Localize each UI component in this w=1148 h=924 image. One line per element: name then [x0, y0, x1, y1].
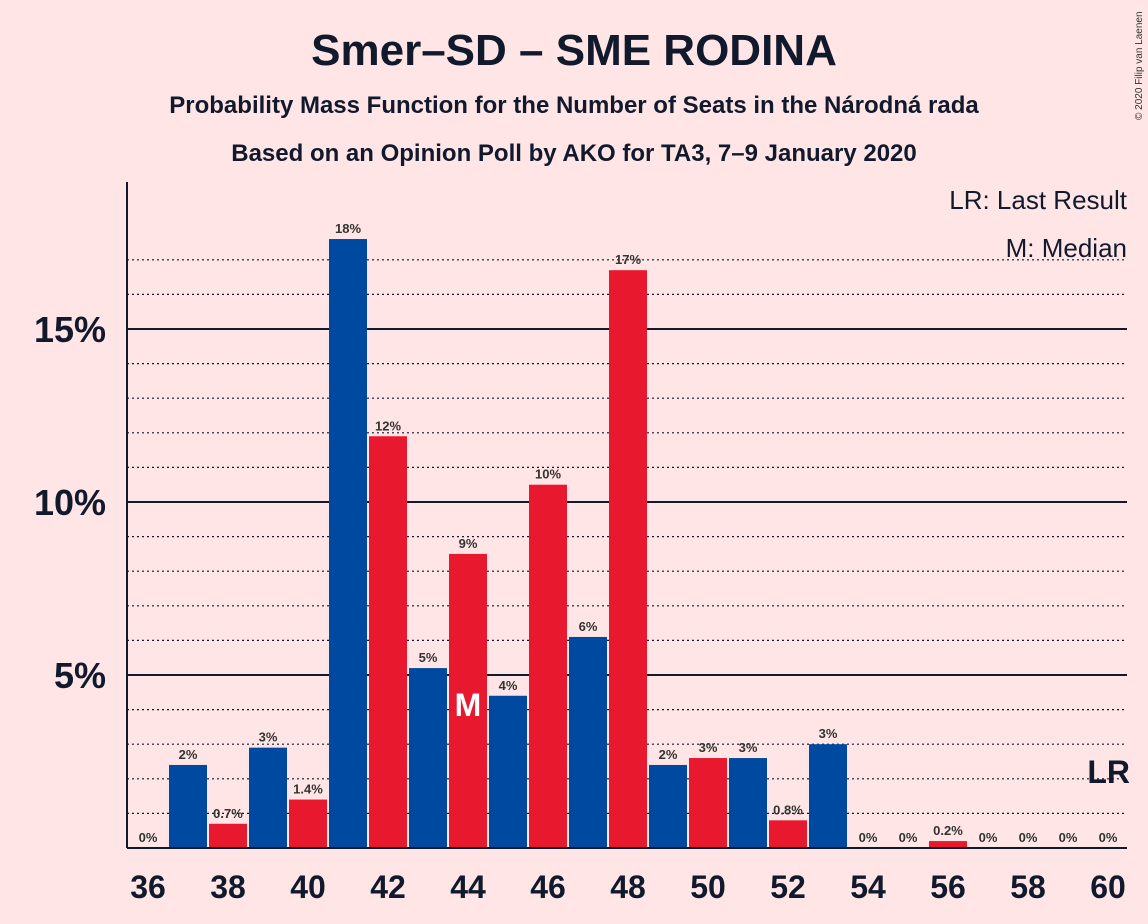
bar-seat-44 [449, 553, 487, 848]
copyright-note: © 2020 Filip van Laenen [1134, 11, 1145, 120]
x-tick-label: 52 [770, 869, 806, 905]
chart-subtitle-2: Based on an Opinion Poll by AKO for TA3,… [231, 140, 917, 167]
data-label-seat-40: 1.4% [293, 782, 323, 797]
last-result-marker: LR [1087, 754, 1130, 790]
bar-seat-37 [169, 764, 207, 848]
bar-seat-38 [209, 823, 247, 848]
data-label-seat-48: 17% [615, 252, 641, 267]
bar-seat-49 [649, 764, 687, 848]
x-tick-label: 50 [690, 869, 726, 905]
x-tick-label: 36 [130, 869, 166, 905]
x-tick-label: 44 [450, 869, 486, 905]
bar-seat-41 [329, 239, 367, 849]
data-label-seat-55: 0% [899, 830, 918, 845]
bar-seat-45 [489, 695, 527, 848]
bar-seat-47 [569, 636, 607, 848]
data-label-seat-56: 0.2% [933, 823, 963, 838]
bar-seat-52 [769, 820, 807, 848]
y-tick-label: 15% [34, 309, 106, 350]
x-tick-label: 58 [1010, 869, 1046, 905]
x-tick-label: 48 [610, 869, 646, 905]
data-label-seat-38: 0.7% [213, 806, 243, 821]
data-label-seat-42: 12% [375, 418, 401, 433]
data-label-seat-49: 2% [659, 747, 678, 762]
data-label-seat-60: 0% [1099, 830, 1118, 845]
data-label-seat-59: 0% [1059, 830, 1078, 845]
data-label-seat-50: 3% [699, 740, 718, 755]
data-label-seat-41: 18% [335, 221, 361, 236]
x-tick-label: 46 [530, 869, 566, 905]
data-label-seat-37: 2% [179, 747, 198, 762]
x-tick-label: 40 [290, 869, 326, 905]
chart-title: Smer–SD – SME RODINA [311, 26, 837, 75]
x-tick-label: 42 [370, 869, 406, 905]
data-label-seat-45: 4% [499, 678, 518, 693]
bar-seat-48 [609, 270, 647, 848]
data-label-seat-44: 9% [459, 536, 478, 551]
bar-seat-46 [529, 484, 567, 848]
data-label-seat-46: 10% [535, 467, 561, 482]
data-label-seat-54: 0% [859, 830, 878, 845]
legend-median: M: Median [1006, 233, 1127, 263]
bar-seat-43 [409, 668, 447, 848]
bar-seat-40 [289, 799, 327, 848]
bar-seat-56 [929, 841, 967, 848]
data-label-seat-39: 3% [259, 730, 278, 745]
data-label-seat-51: 3% [739, 740, 758, 755]
data-labels: 0% 2% 0.7% 3% 1.4% 18% 12% 5% 9% 4% 10% 6% 17% 2% 3% 3%… [139, 221, 1118, 845]
data-label-seat-47: 6% [579, 619, 598, 634]
x-tick-label: 56 [930, 869, 966, 905]
bar-seat-53 [809, 744, 847, 848]
bar-seat-39 [249, 747, 287, 848]
bar-seat-42 [369, 436, 407, 848]
data-label-seat-52: 0.8% [773, 802, 803, 817]
bars [169, 239, 967, 849]
data-label-seat-58: 0% [1019, 830, 1038, 845]
legend-last-result: LR: Last Result [949, 185, 1128, 215]
y-tick-labels: 5% 10% 15% [34, 309, 106, 696]
x-tick-label: 60 [1090, 869, 1126, 905]
bar-seat-50 [689, 758, 727, 848]
y-tick-label: 5% [54, 655, 106, 696]
x-tick-label: 54 [850, 869, 886, 905]
x-tick-labels: 36 38 40 42 44 46 48 50 52 54 56 58 60 [130, 869, 1126, 905]
data-label-seat-36: 0% [139, 830, 158, 845]
data-label-seat-57: 0% [979, 830, 998, 845]
bar-seat-51 [729, 758, 767, 848]
chart-subtitle-1: Probability Mass Function for the Number… [169, 92, 979, 119]
median-marker: M [455, 687, 482, 723]
data-label-seat-43: 5% [419, 650, 438, 665]
y-tick-label: 10% [34, 482, 106, 523]
x-tick-label: 38 [210, 869, 246, 905]
data-label-seat-53: 3% [819, 726, 838, 741]
